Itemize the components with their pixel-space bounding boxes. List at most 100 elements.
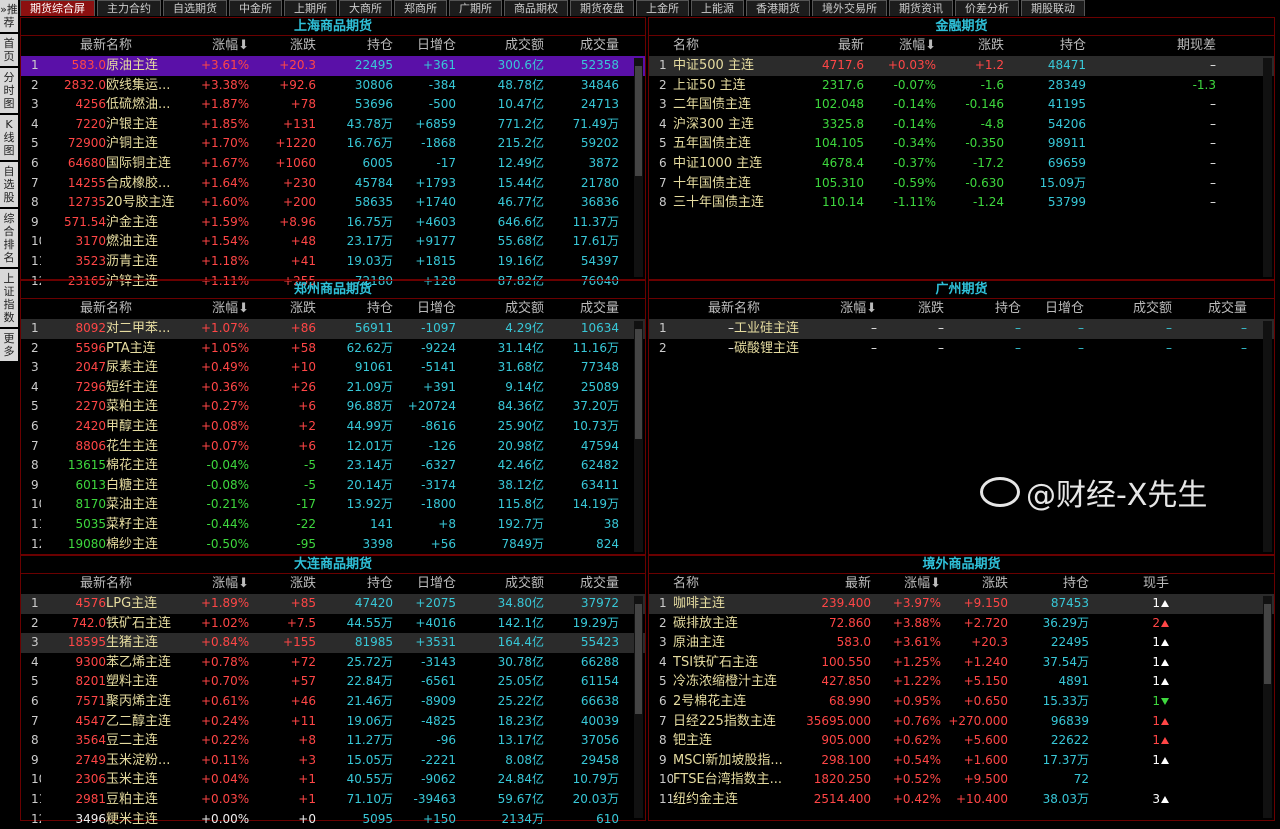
table-row[interactable]: 6 7571 聚丙烯主连 +0.61% +46 21.46万 -8909 25.22亿 6663… <box>21 692 645 712</box>
tab-3[interactable]: 中金所 <box>229 0 282 16</box>
table-row[interactable]: 7 8806 花生主连 +0.07% +6 12.01万 -126 20.98亿 47594 <box>21 437 645 457</box>
sidebar-item-3[interactable]: K线图 <box>0 115 18 162</box>
table-row[interactable]: 1 8092 对二甲苯... +1.07% +86 56911 -1097 4.29亿 1063… <box>21 319 645 339</box>
column-header[interactable]: 涨幅⬇ <box>212 301 249 316</box>
tab-12[interactable]: 香港期货 <box>746 0 810 16</box>
column-header[interactable] <box>21 574 41 594</box>
table-row[interactable]: 8 钯主连 905.000 +0.62% +5.600 22622 1 <box>649 731 1274 751</box>
table-row[interactable]: 9 2749 玉米淀粉... +0.11% +3 15.05万 -2221 8.08亿 2945… <box>21 751 645 771</box>
column-header[interactable]: 成交额 <box>504 576 544 591</box>
column-header[interactable]: 日增仓 <box>1044 301 1084 316</box>
column-header[interactable]: 名称 <box>106 576 133 591</box>
table-row[interactable]: 5 8201 塑料主连 +0.70% +57 22.84万 -6561 25.05亿 61154 <box>21 672 645 692</box>
dalian-scrollbar[interactable] <box>634 596 643 818</box>
sidebar-item-4[interactable]: 自选股 <box>0 162 18 209</box>
column-header[interactable]: 日增仓 <box>416 576 456 591</box>
tab-2[interactable]: 自选期货 <box>163 0 227 16</box>
column-header[interactable]: 涨跌 <box>977 38 1004 53</box>
tab-10[interactable]: 上金所 <box>636 0 689 16</box>
table-row[interactable]: 5 五年国债主连 104.105 -0.34% -0.350 98911 – <box>649 134 1274 154</box>
column-header[interactable]: 名称 <box>673 38 700 53</box>
table-row[interactable]: 4 7296 短纤主连 +0.36% +26 21.09万 +391 9.14亿 25089 <box>21 378 645 398</box>
column-header[interactable]: 涨幅⬇ <box>840 301 877 316</box>
table-row[interactable]: 8 12735 20号胶主连 +1.60% +200 58635 +1740 46.77亿 36… <box>21 193 645 213</box>
column-header[interactable]: 最新 <box>79 301 106 316</box>
table-row[interactable]: 4 7220 沪银主连 +1.85% +131 43.78万 +6859 771.2亿 71.4… <box>21 115 645 135</box>
table-row[interactable]: 2 5596 PTA主连 +1.05% +58 62.62万 -9224 31.14亿 11.1… <box>21 339 645 359</box>
sidebar-item-6[interactable]: 上证指数 <box>0 269 18 329</box>
column-header[interactable]: 成交额 <box>504 38 544 53</box>
table-row[interactable]: 2 742.0 铁矿石主连 +1.02% +7.5 44.55万 +4016 142.1亿 19… <box>21 614 645 634</box>
column-header[interactable]: 涨幅⬇ <box>899 38 936 53</box>
column-header[interactable] <box>649 299 669 319</box>
tab-9[interactable]: 期货夜盘 <box>570 0 634 16</box>
table-row[interactable]: 6 中证1000 主连 4678.4 -0.37% -17.2 69659 – <box>649 154 1274 174</box>
table-row[interactable]: 9 MSCI新加坡股指... 298.100 +0.54% +1.600 17.37万 1 <box>649 751 1274 771</box>
sidebar-item-2[interactable]: 分时图 <box>0 68 18 115</box>
column-header[interactable] <box>649 574 673 594</box>
table-row[interactable]: 10 FTSE台湾指数主... 1820.250 +0.52% +9.500 72 <box>649 770 1274 790</box>
sidebar-item-7[interactable]: 更多 <box>0 329 18 363</box>
column-header[interactable] <box>649 36 673 56</box>
column-header[interactable]: 涨幅⬇ <box>904 576 941 591</box>
column-header[interactable]: 名称 <box>673 576 700 591</box>
column-header[interactable]: 最新 <box>837 38 864 53</box>
table-row[interactable]: 4 9300 苯乙烯主连 +0.78% +72 25.72万 -3143 30.78亿 6628… <box>21 653 645 673</box>
table-row[interactable]: 3 二年国债主连 102.048 -0.14% -0.146 41195 – <box>649 95 1274 115</box>
tab-0[interactable]: 期货综合屏 <box>20 0 95 16</box>
column-header[interactable]: 涨跌 <box>289 38 316 53</box>
table-row[interactable]: 7 日经225指数主连 35695.000 +0.76% +270.000 96839 1 <box>649 712 1274 732</box>
table-row[interactable]: 7 14255 合成橡胶... +1.64% +230 45784 +1793 15.44亿 2… <box>21 174 645 194</box>
scrollbar-thumb[interactable] <box>635 329 642 439</box>
sidebar-item-1[interactable]: 首页 <box>0 34 18 68</box>
scrollbar-thumb[interactable] <box>635 604 642 714</box>
column-header[interactable]: 最新 <box>844 576 871 591</box>
tab-14[interactable]: 期货资讯 <box>889 0 953 16</box>
scrollbar-thumb[interactable] <box>1264 604 1271 684</box>
column-header[interactable]: 持仓 <box>994 301 1021 316</box>
column-header[interactable]: 持仓 <box>366 38 393 53</box>
table-row[interactable]: 2 2832.0 欧线集运... +3.38% +92.6 30806 -384 48.78亿… <box>21 76 645 96</box>
table-row[interactable]: 11 纽约金主连 2514.400 +0.42% +10.400 38.03万 3 <box>649 790 1274 810</box>
column-header[interactable]: 成交量 <box>579 38 619 53</box>
table-row[interactable]: 2 碳排放主连 72.860 +3.88% +2.720 36.29万 2 <box>649 614 1274 634</box>
table-row[interactable]: 4 TSI铁矿石主连 100.550 +1.25% +1.240 37.54万 1 <box>649 653 1274 673</box>
column-header[interactable]: 持仓 <box>366 576 393 591</box>
column-header[interactable]: 名称 <box>734 301 761 316</box>
tab-15[interactable]: 价差分析 <box>955 0 1019 16</box>
column-header[interactable]: 名称 <box>106 301 133 316</box>
table-row[interactable]: 4 沪深300 主连 3325.8 -0.14% -4.8 54206 – <box>649 115 1274 135</box>
column-header[interactable] <box>21 36 41 56</box>
scrollbar-thumb[interactable] <box>635 66 642 176</box>
table-row[interactable]: 1 中证500 主连 4717.6 +0.03% +1.2 48471 – <box>649 56 1274 76</box>
table-row[interactable]: 1 咖啡主连 239.400 +3.97% +9.150 87453 1 <box>649 594 1274 614</box>
table-row[interactable]: 8 13615 棉花主连 -0.04% -5 23.14万 -6327 42.46亿 62482 <box>21 456 645 476</box>
column-header[interactable]: 成交量 <box>1207 301 1247 316</box>
tab-7[interactable]: 广期所 <box>449 0 502 16</box>
table-row[interactable]: 9 6013 白糖主连 -0.08% -5 20.14万 -3174 38.12亿 63411 <box>21 476 645 496</box>
column-header[interactable]: 现手 <box>1142 576 1169 591</box>
shanghai-scrollbar[interactable] <box>634 58 643 277</box>
column-header[interactable]: 涨幅⬇ <box>212 576 249 591</box>
sidebar-item-0[interactable]: »推荐 <box>0 0 18 34</box>
tab-13[interactable]: 境外交易所 <box>812 0 887 16</box>
table-row[interactable]: 5 72900 沪铜主连 +1.70% +1220 16.76万 -1868 215.2亿 59… <box>21 134 645 154</box>
column-header[interactable]: 持仓 <box>366 301 393 316</box>
zhengzhou-scrollbar[interactable] <box>634 321 643 552</box>
table-row[interactable]: 9 571.54 沪金主连 +1.59% +8.96 16.75万 +4603 646.6亿 1… <box>21 213 645 233</box>
column-header[interactable]: 最新 <box>79 576 106 591</box>
column-header[interactable]: 涨跌 <box>289 301 316 316</box>
table-row[interactable]: 1 583.0 原油主连 +3.61% +20.3 22495 +361 300.6亿 5235… <box>21 56 645 76</box>
column-header[interactable]: 成交额 <box>1132 301 1172 316</box>
table-row[interactable]: 3 原油主连 583.0 +3.61% +20.3 22495 1 <box>649 633 1274 653</box>
sidebar-item-5[interactable]: 综合排名 <box>0 209 18 269</box>
column-header[interactable]: 日增仓 <box>416 38 456 53</box>
tab-5[interactable]: 大商所 <box>339 0 392 16</box>
tab-4[interactable]: 上期所 <box>284 0 337 16</box>
tab-8[interactable]: 商品期权 <box>504 0 568 16</box>
